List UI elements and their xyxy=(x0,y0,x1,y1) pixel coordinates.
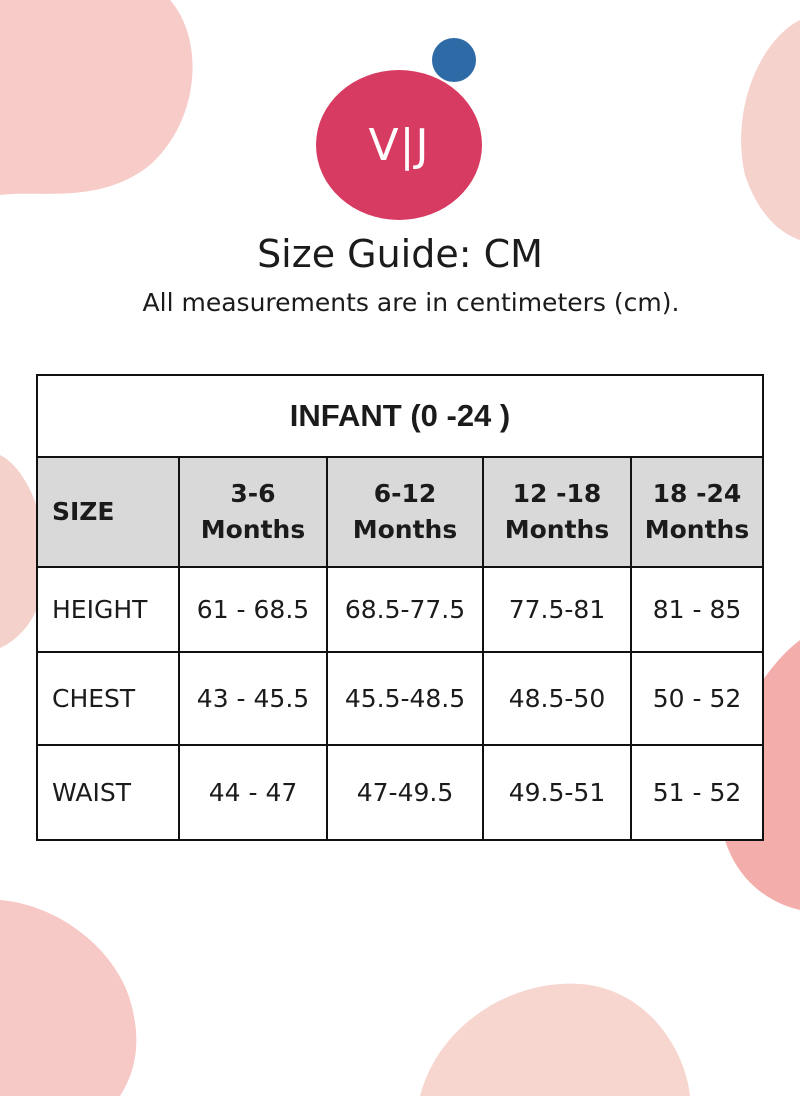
table-cell: 47-49.5 xyxy=(326,744,484,841)
size-chart-table: INFANT (0 -24 ) SIZE 3-6 Months 6-12 Mon… xyxy=(36,374,764,841)
table-row-waist: WAIST 44 - 47 47-49.5 49.5-51 51 - 52 xyxy=(36,744,764,841)
row-label: CHEST xyxy=(36,651,180,746)
header-col-1-unit: Months xyxy=(200,515,306,544)
header-col-3-range: 12 -18 xyxy=(512,479,602,508)
header-col-3: 12 -18 Months xyxy=(482,456,632,568)
header-col-4-unit: Months xyxy=(644,515,750,544)
blob-bottom-left xyxy=(0,900,137,1096)
header-col-1: 3-6 Months xyxy=(178,456,328,568)
blob-top-right xyxy=(741,20,800,240)
header-col-2: 6-12 Months xyxy=(326,456,484,568)
logo-circle: V|J xyxy=(316,70,482,220)
table-cell: 49.5-51 xyxy=(482,744,632,841)
table-cell: 68.5-77.5 xyxy=(326,566,484,653)
table-cell: 61 - 68.5 xyxy=(178,566,328,653)
header-col-4-range: 18 -24 xyxy=(652,479,742,508)
table-caption: INFANT (0 -24 ) xyxy=(36,374,764,458)
table-cell: 43 - 45.5 xyxy=(178,651,328,746)
page-title: Size Guide: CM xyxy=(257,232,543,276)
blob-top-left xyxy=(0,0,193,195)
header-col-3-unit: Months xyxy=(504,515,610,544)
blob-bottom-right xyxy=(420,983,690,1096)
logo-text: V|J xyxy=(368,119,430,171)
brand-logo: V|J xyxy=(316,38,486,220)
table-cell: 45.5-48.5 xyxy=(326,651,484,746)
table-row-chest: CHEST 43 - 45.5 45.5-48.5 48.5-50 50 - 5… xyxy=(36,651,764,746)
header-col-2-unit: Months xyxy=(352,515,458,544)
row-label: HEIGHT xyxy=(36,566,180,653)
header-size: SIZE xyxy=(36,456,180,568)
table-cell: 44 - 47 xyxy=(178,744,328,841)
header-col-2-range: 6-12 xyxy=(373,479,437,508)
table-cell: 50 - 52 xyxy=(630,651,764,746)
table-cell: 51 - 52 xyxy=(630,744,764,841)
logo-dot xyxy=(432,38,476,82)
page-subtitle: All measurements are in centimeters (cm)… xyxy=(142,288,680,317)
table-cell: 48.5-50 xyxy=(482,651,632,746)
table-row-height: HEIGHT 61 - 68.5 68.5-77.5 77.5-81 81 - … xyxy=(36,566,764,653)
blob-mid-left xyxy=(0,455,46,648)
table-cell: 77.5-81 xyxy=(482,566,632,653)
table-cell: 81 - 85 xyxy=(630,566,764,653)
header-col-4: 18 -24 Months xyxy=(630,456,764,568)
row-label: WAIST xyxy=(36,744,180,841)
header-col-1-range: 3-6 xyxy=(230,479,276,508)
table-header-row: SIZE 3-6 Months 6-12 Months 12 -18 Month… xyxy=(36,456,764,568)
